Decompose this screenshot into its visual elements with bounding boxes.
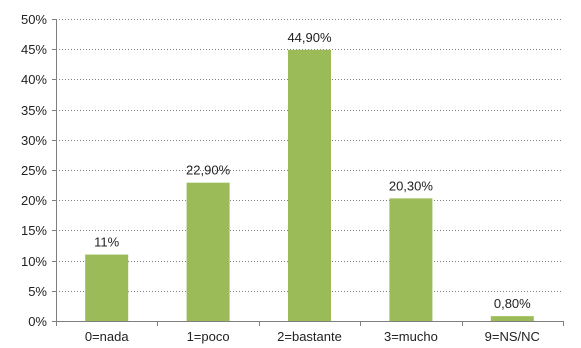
x-axis-tick-labels: 0=nada 1=poco 2=bastante 3=mucho 9=NS/NC: [85, 329, 540, 344]
y-tick-label-35: 35%: [21, 103, 47, 118]
y-tick-label-5: 5%: [28, 284, 47, 299]
x-tick-label-2: 2=bastante: [277, 329, 342, 344]
x-tick-label-3: 3=mucho: [384, 329, 438, 344]
bars: [85, 49, 534, 321]
bar-1: [186, 182, 230, 321]
y-tick-label-45: 45%: [21, 42, 47, 57]
y-tick-label-15: 15%: [21, 223, 47, 238]
data-label-1: 22,90%: [186, 163, 231, 178]
x-tick-label-1: 1=poco: [187, 329, 230, 344]
data-label-0: 11%: [94, 235, 119, 250]
data-label-2: 44,90%: [287, 30, 332, 45]
y-tick-label-10: 10%: [21, 254, 47, 269]
axes: [52, 19, 564, 326]
bar-3: [389, 198, 433, 321]
bar-2: [288, 49, 331, 321]
y-tick-label-25: 25%: [21, 163, 47, 178]
y-tick-label-20: 20%: [21, 193, 47, 208]
gridlines: [56, 19, 563, 292]
x-tick-label-0: 0=nada: [85, 329, 130, 344]
y-tick-label-30: 30%: [21, 133, 47, 148]
data-label-4: 0,80%: [494, 296, 531, 311]
x-tick-label-4: 9=NS/NC: [485, 329, 540, 344]
data-label-3: 20,30%: [389, 178, 434, 193]
bar-0: [85, 254, 129, 321]
bar-4: [490, 316, 534, 321]
data-labels: 11% 22,90% 44,90% 20,30% 0,80%: [94, 30, 531, 311]
y-tick-label-50: 50%: [21, 12, 47, 27]
y-axis-tick-labels: 0% 5% 10% 15% 20% 25% 30% 35% 40% 45% 50%: [21, 12, 47, 329]
y-tick-label-40: 40%: [21, 72, 47, 87]
y-tick-label-0: 0%: [28, 314, 47, 329]
